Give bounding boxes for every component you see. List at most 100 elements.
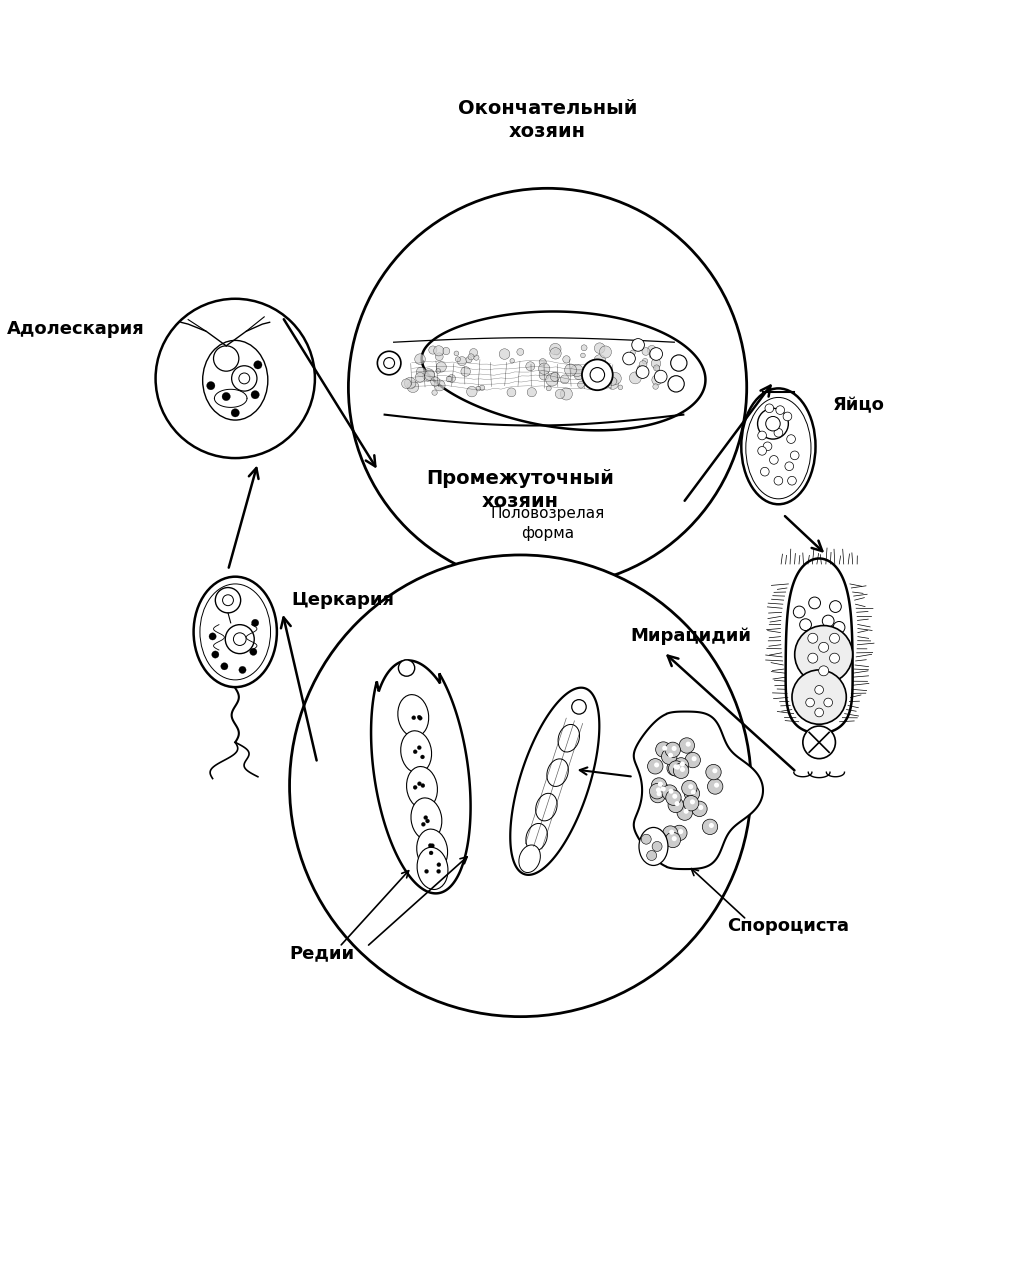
Text: Промежуточный
хозяин: Промежуточный хозяин bbox=[426, 469, 614, 511]
Circle shape bbox=[680, 767, 685, 772]
Circle shape bbox=[647, 851, 656, 861]
Circle shape bbox=[290, 555, 752, 1017]
Circle shape bbox=[660, 787, 666, 792]
Circle shape bbox=[539, 363, 550, 374]
Circle shape bbox=[806, 698, 814, 707]
Circle shape bbox=[651, 359, 660, 368]
Circle shape bbox=[421, 784, 425, 788]
Circle shape bbox=[714, 783, 719, 788]
Circle shape bbox=[650, 347, 663, 360]
Circle shape bbox=[421, 755, 425, 758]
Circle shape bbox=[436, 369, 440, 373]
Circle shape bbox=[656, 792, 662, 797]
Circle shape bbox=[647, 758, 663, 774]
Circle shape bbox=[706, 765, 721, 780]
Ellipse shape bbox=[745, 397, 811, 498]
Circle shape bbox=[684, 808, 688, 813]
Circle shape bbox=[654, 370, 667, 383]
Circle shape bbox=[436, 870, 440, 874]
Circle shape bbox=[239, 666, 246, 674]
Circle shape bbox=[758, 447, 766, 455]
Circle shape bbox=[571, 699, 586, 714]
Circle shape bbox=[447, 374, 456, 382]
Circle shape bbox=[822, 615, 835, 626]
Circle shape bbox=[424, 816, 428, 820]
Circle shape bbox=[680, 761, 685, 766]
Circle shape bbox=[454, 351, 459, 356]
Circle shape bbox=[418, 746, 421, 749]
Circle shape bbox=[834, 621, 845, 633]
Circle shape bbox=[421, 822, 425, 826]
Circle shape bbox=[550, 343, 561, 355]
Text: Спороциста: Спороциста bbox=[727, 917, 849, 935]
Circle shape bbox=[618, 386, 623, 389]
Circle shape bbox=[474, 355, 479, 360]
Circle shape bbox=[668, 797, 683, 812]
Circle shape bbox=[418, 781, 422, 785]
Circle shape bbox=[686, 742, 691, 747]
Circle shape bbox=[785, 462, 794, 470]
Circle shape bbox=[800, 619, 811, 630]
Ellipse shape bbox=[194, 576, 276, 687]
Circle shape bbox=[214, 346, 239, 371]
Circle shape bbox=[809, 597, 820, 608]
Circle shape bbox=[776, 406, 784, 415]
Circle shape bbox=[594, 343, 605, 354]
Circle shape bbox=[252, 619, 259, 626]
Circle shape bbox=[709, 822, 714, 828]
Ellipse shape bbox=[536, 793, 557, 821]
Circle shape bbox=[808, 633, 818, 643]
Circle shape bbox=[651, 778, 667, 793]
Circle shape bbox=[239, 373, 250, 384]
Polygon shape bbox=[785, 559, 853, 734]
Circle shape bbox=[607, 378, 618, 389]
Circle shape bbox=[250, 648, 257, 656]
Circle shape bbox=[595, 360, 602, 366]
Circle shape bbox=[479, 386, 484, 391]
Ellipse shape bbox=[526, 824, 548, 851]
Circle shape bbox=[418, 716, 422, 720]
Circle shape bbox=[426, 819, 429, 822]
Circle shape bbox=[510, 359, 514, 363]
Circle shape bbox=[563, 356, 570, 363]
Circle shape bbox=[655, 742, 671, 757]
Circle shape bbox=[666, 790, 681, 806]
Circle shape bbox=[829, 601, 842, 612]
Circle shape bbox=[476, 387, 480, 391]
Circle shape bbox=[574, 370, 584, 379]
Circle shape bbox=[815, 685, 823, 694]
Circle shape bbox=[422, 369, 435, 380]
Circle shape bbox=[679, 738, 694, 753]
Circle shape bbox=[792, 670, 846, 724]
Circle shape bbox=[429, 851, 433, 854]
Circle shape bbox=[429, 346, 437, 354]
Circle shape bbox=[675, 801, 680, 806]
Circle shape bbox=[684, 785, 699, 801]
Circle shape bbox=[466, 356, 472, 363]
Circle shape bbox=[425, 870, 428, 874]
Circle shape bbox=[663, 746, 668, 751]
Circle shape bbox=[662, 785, 678, 801]
Circle shape bbox=[766, 416, 780, 430]
Circle shape bbox=[818, 642, 828, 652]
Circle shape bbox=[517, 348, 523, 355]
Circle shape bbox=[550, 347, 561, 359]
Circle shape bbox=[647, 346, 656, 355]
Circle shape bbox=[156, 298, 315, 459]
Circle shape bbox=[222, 594, 233, 606]
Circle shape bbox=[787, 477, 797, 485]
Ellipse shape bbox=[411, 798, 441, 840]
Circle shape bbox=[582, 360, 612, 391]
Circle shape bbox=[713, 769, 718, 774]
Circle shape bbox=[555, 389, 564, 398]
Circle shape bbox=[677, 804, 692, 820]
Ellipse shape bbox=[558, 725, 580, 752]
Circle shape bbox=[467, 387, 477, 397]
Circle shape bbox=[609, 373, 622, 384]
Circle shape bbox=[539, 370, 549, 380]
Circle shape bbox=[783, 412, 792, 420]
Circle shape bbox=[758, 409, 788, 439]
Text: Яйцо: Яйцо bbox=[833, 397, 885, 415]
Circle shape bbox=[594, 355, 605, 366]
Ellipse shape bbox=[400, 730, 431, 772]
